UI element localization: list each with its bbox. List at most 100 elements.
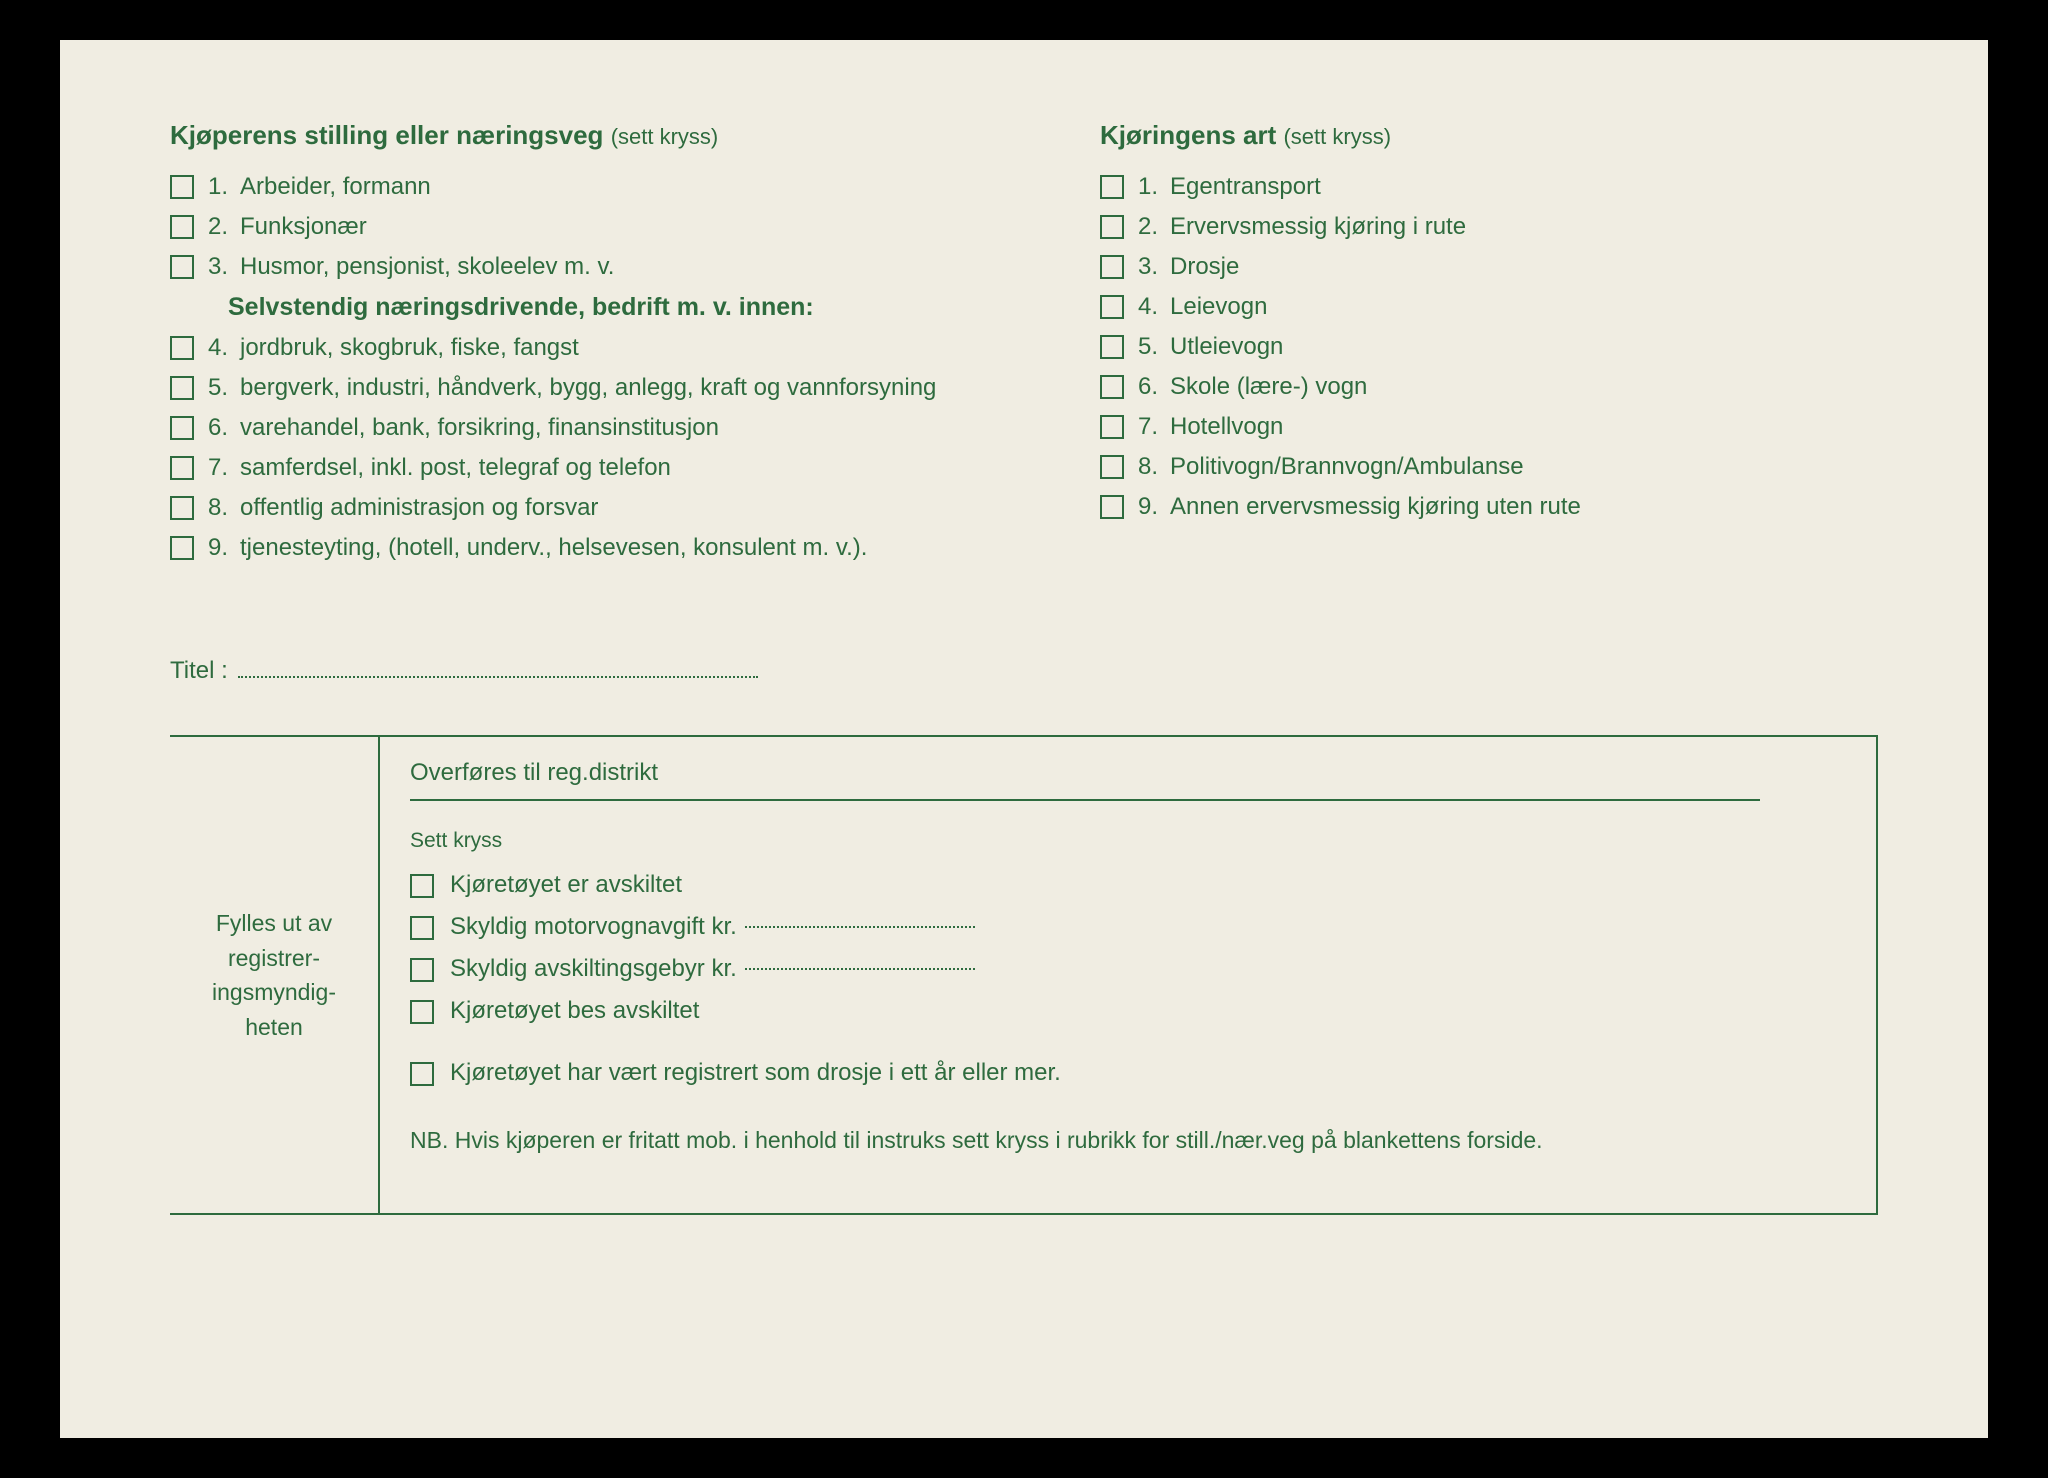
admin-item-label: Skyldig motorvognavgift kr.	[450, 913, 737, 941]
item-label: samferdsel, inkl. post, telegraf og tele…	[240, 454, 1040, 482]
item-label: Husmor, pensjonist, skoleelev m. v.	[240, 253, 1040, 281]
right-item-6: 6. Skole (lære-) vogn	[1100, 373, 1878, 401]
admin-left-label: Fylles ut av registrer-ingsmyndig-heten	[170, 737, 380, 1213]
checkbox-icon[interactable]	[410, 916, 434, 940]
checkbox-icon[interactable]	[170, 215, 194, 239]
divider-line	[410, 799, 1760, 801]
admin-item-label: Kjøretøyet er avskiltet	[450, 871, 682, 899]
admin-box: Fylles ut av registrer-ingsmyndig-heten …	[170, 735, 1878, 1215]
item-label: Hotellvogn	[1170, 413, 1878, 441]
admin-left-text: Fylles ut av registrer-ingsmyndig-heten	[190, 906, 358, 1044]
titel-label: Titel :	[170, 657, 228, 685]
admin-item-4: Kjøretøyet bes avskiltet	[410, 997, 1846, 1025]
left-item-4: 4. jordbruk, skogbruk, fiske, fangst	[170, 334, 1040, 362]
nb-text: NB. Hvis kjøperen er fritatt mob. i henh…	[410, 1127, 1846, 1154]
item-label: Arbeider, formann	[240, 173, 1040, 201]
item-number: 2.	[208, 213, 232, 241]
checkbox-icon[interactable]	[1100, 455, 1124, 479]
item-label: varehandel, bank, forsikring, finansinst…	[240, 414, 1040, 442]
item-number: 9.	[1138, 493, 1162, 521]
item-label: Funksjonær	[240, 213, 1040, 241]
checkbox-icon[interactable]	[170, 536, 194, 560]
item-number: 1.	[1138, 173, 1162, 201]
checkbox-icon[interactable]	[1100, 255, 1124, 279]
item-label: Leievogn	[1170, 293, 1878, 321]
fill-line[interactable]	[745, 926, 975, 928]
item-label: bergverk, industri, håndverk, bygg, anle…	[240, 374, 1040, 402]
item-number: 2.	[1138, 213, 1162, 241]
checkbox-icon[interactable]	[410, 1062, 434, 1086]
item-number: 8.	[1138, 453, 1162, 481]
checkbox-icon[interactable]	[1100, 375, 1124, 399]
checkbox-icon[interactable]	[1100, 175, 1124, 199]
item-label: Skole (lære-) vogn	[1170, 373, 1878, 401]
right-item-8: 8. Politivogn/Brannvogn/Ambulanse	[1100, 453, 1878, 481]
checkbox-icon[interactable]	[1100, 335, 1124, 359]
item-number: 5.	[1138, 333, 1162, 361]
left-item-2: 2. Funksjonær	[170, 213, 1040, 241]
checkbox-icon[interactable]	[170, 376, 194, 400]
admin-item-2: Skyldig motorvognavgift kr.	[410, 913, 1846, 941]
titel-row: Titel :	[170, 654, 1878, 685]
left-item-6: 6. varehandel, bank, forsikring, finansi…	[170, 414, 1040, 442]
checkbox-icon[interactable]	[170, 456, 194, 480]
item-number: 6.	[208, 414, 232, 442]
self-employed-heading: Selvstendig næringsdrivende, bedrift m. …	[228, 293, 1040, 322]
right-title-bold: Kjøringens art	[1100, 120, 1276, 150]
checkbox-icon[interactable]	[1100, 415, 1124, 439]
checkbox-icon[interactable]	[410, 874, 434, 898]
item-number: 5.	[208, 374, 232, 402]
checkbox-icon[interactable]	[1100, 215, 1124, 239]
admin-item-3: Skyldig avskiltingsgebyr kr.	[410, 955, 1846, 983]
left-item-8: 8. offentlig administrasjon og forsvar	[170, 494, 1040, 522]
item-label: Egentransport	[1170, 173, 1878, 201]
checkbox-icon[interactable]	[1100, 295, 1124, 319]
buyer-occupation-section: Kjøperens stilling eller næringsveg (set…	[170, 120, 1040, 574]
item-number: 3.	[208, 253, 232, 281]
item-number: 7.	[1138, 413, 1162, 441]
item-label: Annen ervervsmessig kjøring uten rute	[1170, 493, 1878, 521]
left-item-9: 9. tjenesteyting, (hotell, underv., hels…	[170, 534, 1040, 562]
item-label: tjenesteyting, (hotell, underv., helseve…	[240, 534, 1040, 562]
item-label: Ervervsmessig kjøring i rute	[1170, 213, 1878, 241]
item-number: 4.	[1138, 293, 1162, 321]
left-section-title: Kjøperens stilling eller næringsveg (set…	[170, 120, 1040, 151]
left-item-5: 5. bergverk, industri, håndverk, bygg, a…	[170, 374, 1040, 402]
checkbox-icon[interactable]	[170, 336, 194, 360]
right-section-title: Kjøringens art (sett kryss)	[1100, 120, 1878, 151]
left-item-1: 1. Arbeider, formann	[170, 173, 1040, 201]
right-item-3: 3. Drosje	[1100, 253, 1878, 281]
item-label: Utleievogn	[1170, 333, 1878, 361]
checkbox-icon[interactable]	[1100, 495, 1124, 519]
admin-right-content: Overføres til reg.distrikt Sett kryss Kj…	[380, 737, 1876, 1213]
right-item-5: 5. Utleievogn	[1100, 333, 1878, 361]
columns-container: Kjøperens stilling eller næringsveg (set…	[170, 120, 1878, 574]
checkbox-icon[interactable]	[170, 416, 194, 440]
item-label: Politivogn/Brannvogn/Ambulanse	[1170, 453, 1878, 481]
titel-input-line[interactable]	[238, 654, 758, 678]
checkbox-icon[interactable]	[410, 958, 434, 982]
item-label: Drosje	[1170, 253, 1878, 281]
driving-type-section: Kjøringens art (sett kryss) 1. Egentrans…	[1100, 120, 1878, 574]
right-item-1: 1. Egentransport	[1100, 173, 1878, 201]
left-title-hint: (sett kryss)	[611, 124, 719, 149]
admin-item-label: Skyldig avskiltingsgebyr kr.	[450, 955, 737, 983]
item-number: 3.	[1138, 253, 1162, 281]
fill-line[interactable]	[745, 968, 975, 970]
admin-item-1: Kjøretøyet er avskiltet	[410, 871, 1846, 899]
checkbox-icon[interactable]	[170, 255, 194, 279]
item-number: 6.	[1138, 373, 1162, 401]
right-item-7: 7. Hotellvogn	[1100, 413, 1878, 441]
admin-item-5: Kjøretøyet har vært registrert som drosj…	[410, 1059, 1846, 1087]
item-number: 7.	[208, 454, 232, 482]
checkbox-icon[interactable]	[170, 496, 194, 520]
overfores-label: Overføres til reg.distrikt	[410, 759, 1846, 787]
left-item-3: 3. Husmor, pensjonist, skoleelev m. v.	[170, 253, 1040, 281]
item-number: 9.	[208, 534, 232, 562]
left-item-7: 7. samferdsel, inkl. post, telegraf og t…	[170, 454, 1040, 482]
checkbox-icon[interactable]	[170, 175, 194, 199]
checkbox-icon[interactable]	[410, 1000, 434, 1024]
right-title-hint: (sett kryss)	[1283, 124, 1391, 149]
admin-item-label: Kjøretøyet bes avskiltet	[450, 997, 699, 1025]
item-number: 4.	[208, 334, 232, 362]
